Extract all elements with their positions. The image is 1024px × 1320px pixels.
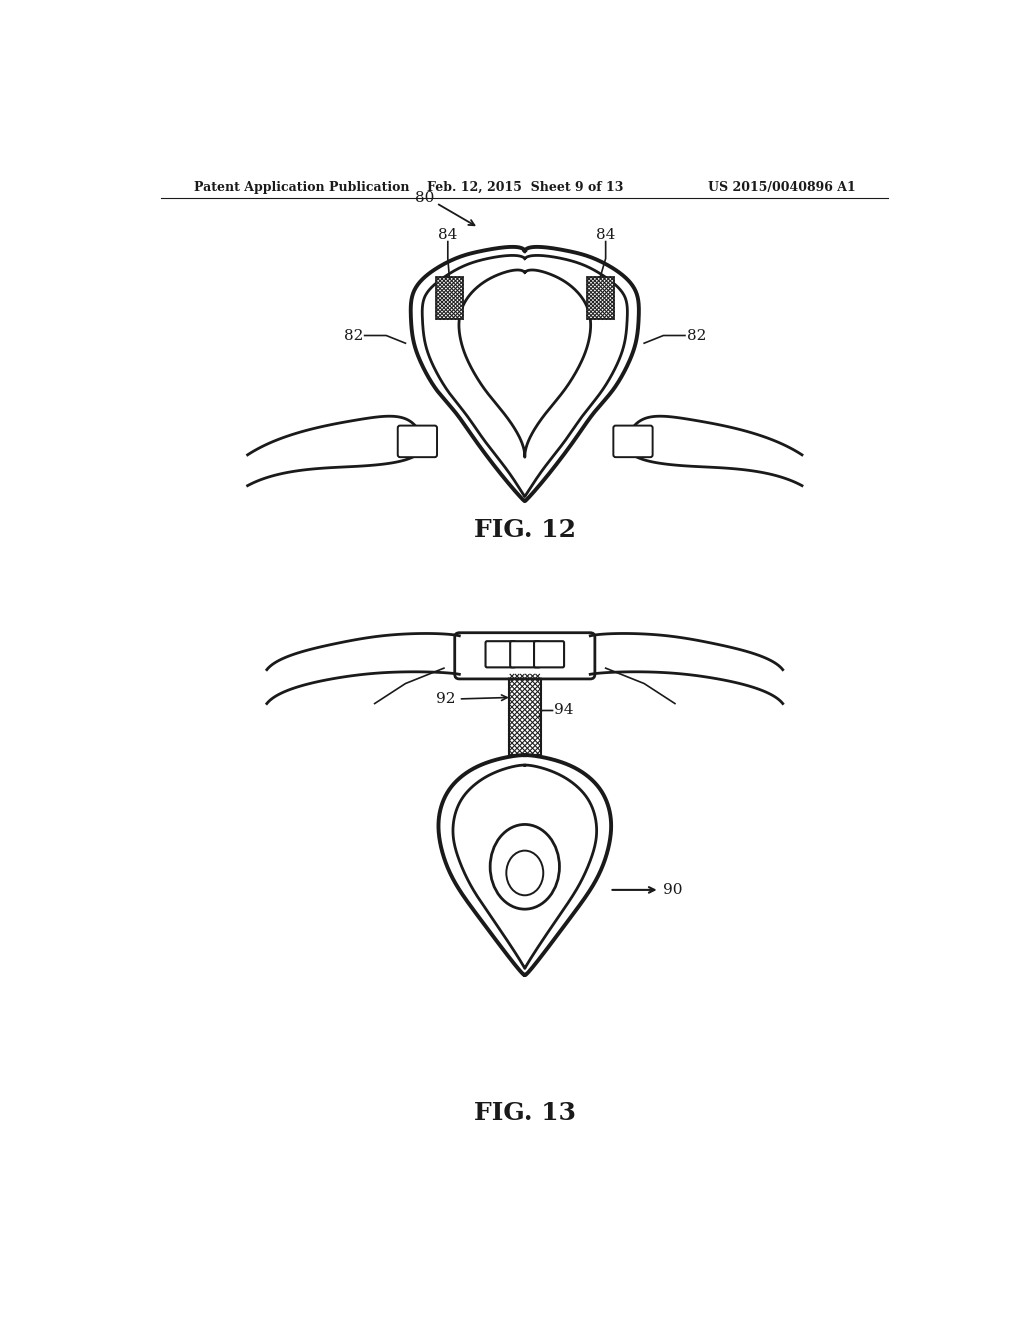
- Text: 92: 92: [436, 692, 456, 706]
- Text: US 2015/0040896 A1: US 2015/0040896 A1: [709, 181, 856, 194]
- Bar: [436, 277, 463, 319]
- Polygon shape: [438, 755, 611, 975]
- Polygon shape: [248, 416, 417, 486]
- Text: 84: 84: [596, 228, 615, 243]
- Polygon shape: [590, 634, 782, 704]
- FancyBboxPatch shape: [535, 642, 564, 668]
- Text: FIG. 12: FIG. 12: [474, 517, 575, 541]
- Polygon shape: [411, 247, 639, 502]
- Polygon shape: [633, 416, 802, 486]
- Bar: [509, 675, 541, 755]
- Text: 82: 82: [686, 329, 706, 342]
- FancyBboxPatch shape: [510, 642, 541, 668]
- FancyBboxPatch shape: [485, 642, 515, 668]
- Text: 82: 82: [344, 329, 364, 342]
- Ellipse shape: [490, 825, 559, 909]
- Text: 90: 90: [664, 883, 683, 896]
- Text: 80: 80: [415, 191, 434, 206]
- FancyBboxPatch shape: [397, 425, 437, 457]
- FancyBboxPatch shape: [613, 425, 652, 457]
- Text: Patent Application Publication: Patent Application Publication: [194, 181, 410, 194]
- Text: 94: 94: [554, 704, 573, 718]
- Bar: [587, 277, 614, 319]
- Text: 84: 84: [438, 228, 458, 243]
- Text: FIG. 13: FIG. 13: [474, 1101, 575, 1125]
- Ellipse shape: [506, 850, 544, 895]
- Polygon shape: [267, 634, 460, 704]
- FancyBboxPatch shape: [455, 632, 595, 678]
- Text: Feb. 12, 2015  Sheet 9 of 13: Feb. 12, 2015 Sheet 9 of 13: [427, 181, 623, 194]
